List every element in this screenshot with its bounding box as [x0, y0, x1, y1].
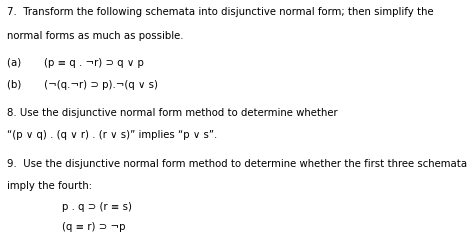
Text: 9.  Use the disjunctive normal form method to determine whether the first three : 9. Use the disjunctive normal form metho…: [7, 159, 467, 169]
Text: (a)       (p ≡ q . ¬r) ⊃ q ∨ p: (a) (p ≡ q . ¬r) ⊃ q ∨ p: [7, 58, 144, 68]
Text: “(p ∨ q) . (q ∨ r) . (r ∨ s)” implies “p ∨ s”.: “(p ∨ q) . (q ∨ r) . (r ∨ s)” implies “p…: [7, 130, 218, 140]
Text: (q ≡ r) ⊃ ¬p: (q ≡ r) ⊃ ¬p: [62, 222, 125, 232]
Text: normal forms as much as possible.: normal forms as much as possible.: [7, 31, 183, 41]
Text: 8. Use the disjunctive normal form method to determine whether: 8. Use the disjunctive normal form metho…: [7, 108, 338, 118]
Text: 7.  Transform the following schemata into disjunctive normal form; then simplify: 7. Transform the following schemata into…: [7, 7, 434, 17]
Text: imply the fourth:: imply the fourth:: [7, 181, 92, 191]
Text: p . q ⊃ (r ≡ s): p . q ⊃ (r ≡ s): [62, 202, 132, 212]
Text: (b)       (¬(q.¬r) ⊃ p).¬(q ∨ s): (b) (¬(q.¬r) ⊃ p).¬(q ∨ s): [7, 80, 158, 89]
